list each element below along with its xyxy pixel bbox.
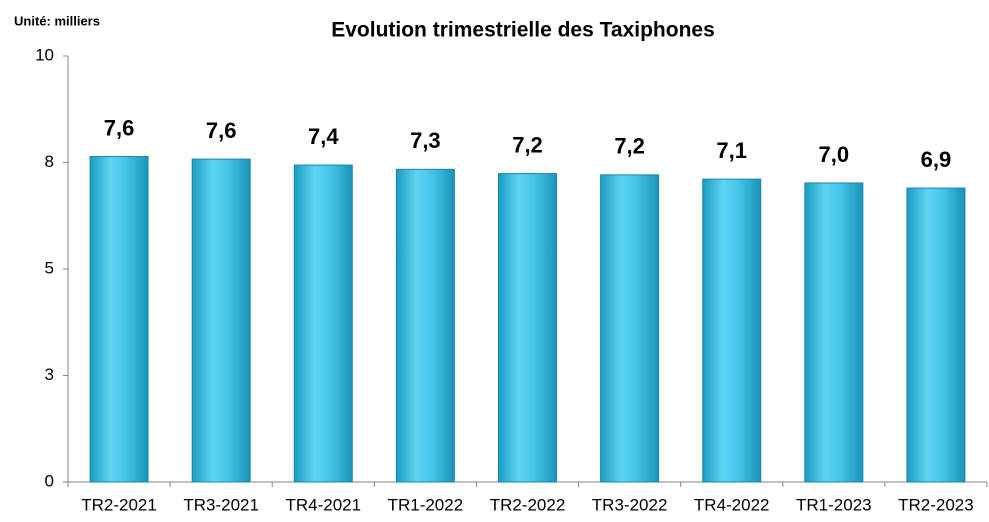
x-tick-label: TR3-2021 — [183, 495, 259, 514]
x-tick-label: TR4-2021 — [285, 495, 361, 514]
x-tick-label: TR3-2022 — [592, 495, 668, 514]
value-label: 7,1 — [716, 138, 747, 163]
unit-label: Unité: milliers — [14, 13, 100, 28]
y-tick-label: 5 — [45, 258, 54, 277]
value-label: 7,4 — [308, 124, 339, 149]
value-label: 7,3 — [410, 128, 441, 153]
x-tick-label: TR2-2021 — [81, 495, 157, 514]
bar — [191, 158, 251, 483]
x-tick-label: TR4-2022 — [694, 495, 770, 514]
value-label: 6,9 — [921, 147, 952, 172]
bar — [906, 187, 966, 483]
bar — [600, 174, 660, 483]
y-tick-label: 10 — [35, 45, 54, 64]
value-label: 7,2 — [512, 132, 543, 157]
bar — [702, 178, 762, 483]
x-tick-label: TR2-2022 — [490, 495, 566, 514]
x-tick-label: TR2-2023 — [898, 495, 974, 514]
x-tick-label: TR1-2023 — [796, 495, 872, 514]
value-label: 7,0 — [819, 142, 850, 167]
bar — [89, 156, 149, 483]
value-label: 7,2 — [614, 134, 645, 159]
value-label: 7,6 — [104, 115, 135, 140]
y-tick-label: 0 — [45, 471, 54, 490]
bar — [804, 182, 864, 483]
y-tick-label: 3 — [45, 365, 54, 384]
value-label: 7,6 — [206, 118, 237, 143]
bar — [395, 168, 455, 483]
bar — [498, 173, 557, 483]
y-tick-label: 8 — [45, 152, 54, 171]
chart-title: Evolution trimestrielle des Taxiphones — [331, 19, 715, 42]
bar — [293, 164, 353, 483]
x-tick-label: TR1-2022 — [388, 495, 464, 514]
